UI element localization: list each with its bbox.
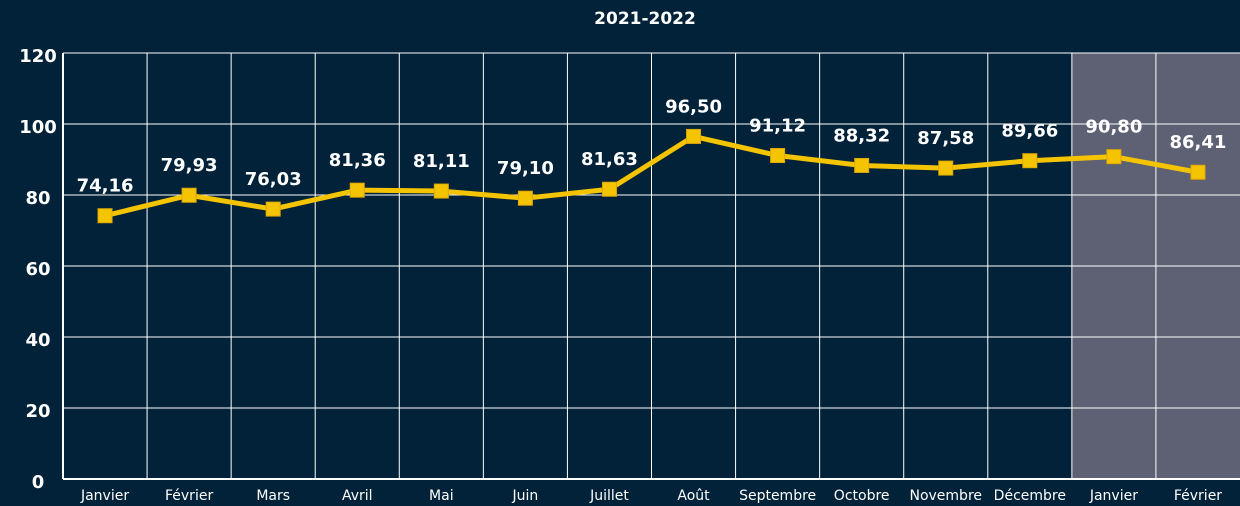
point-marker [770, 148, 786, 164]
x-tick-label: Avril [342, 488, 373, 504]
y-tick-label: 0 [32, 472, 45, 493]
data-label: 91,12 [749, 116, 806, 137]
data-label: 79,10 [497, 158, 554, 179]
point-marker [265, 201, 281, 217]
data-label: 74,16 [77, 176, 134, 197]
point-marker [349, 182, 365, 198]
data-label: 79,93 [161, 155, 218, 176]
data-label: 96,50 [665, 96, 722, 117]
data-label: 86,41 [1169, 132, 1226, 153]
point-marker [517, 190, 533, 206]
x-tick-label: Novembre [909, 488, 982, 504]
point-marker [601, 181, 617, 197]
point-marker [854, 157, 870, 173]
x-tick-label: Juillet [589, 488, 629, 504]
x-tick-label: Juin [512, 488, 539, 504]
x-tick-label: Août [677, 488, 710, 504]
data-label: 87,58 [917, 128, 974, 149]
y-tick-label: 40 [25, 330, 50, 351]
point-marker [1106, 149, 1122, 165]
point-marker [97, 208, 113, 224]
y-tick-label: 80 [25, 188, 50, 209]
point-marker [1022, 153, 1038, 169]
x-tick-label: Janvier [1089, 488, 1138, 504]
data-label: 88,32 [833, 125, 890, 146]
data-label: 89,66 [1001, 121, 1058, 142]
x-tick-label: Septembre [739, 488, 816, 504]
y-tick-label: 100 [19, 117, 57, 138]
data-label: 81,11 [413, 151, 470, 172]
data-label: 81,36 [329, 150, 386, 171]
point-marker [1190, 164, 1206, 180]
data-label: 81,63 [581, 149, 638, 170]
data-label: 76,03 [245, 169, 302, 190]
y-tick-label: 60 [25, 259, 50, 280]
x-tick-label: Mars [256, 488, 290, 504]
x-tick-label: Janvier [80, 488, 129, 504]
x-tick-label: Février [1174, 488, 1222, 504]
y-tick-label: 120 [19, 46, 57, 67]
x-tick-label: Mai [429, 488, 454, 504]
data-label: 90,80 [1085, 117, 1142, 138]
point-marker [433, 183, 449, 199]
x-tick-label: Décembre [994, 488, 1066, 504]
y-tick-label: 20 [25, 401, 50, 422]
point-marker [686, 128, 702, 144]
chart-title: 2021-2022 [594, 9, 696, 29]
point-marker [938, 160, 954, 176]
series-line [104, 133, 1199, 219]
x-tick-label: Octobre [834, 488, 890, 504]
point-marker [181, 187, 197, 203]
x-tick-label: Février [165, 488, 213, 504]
